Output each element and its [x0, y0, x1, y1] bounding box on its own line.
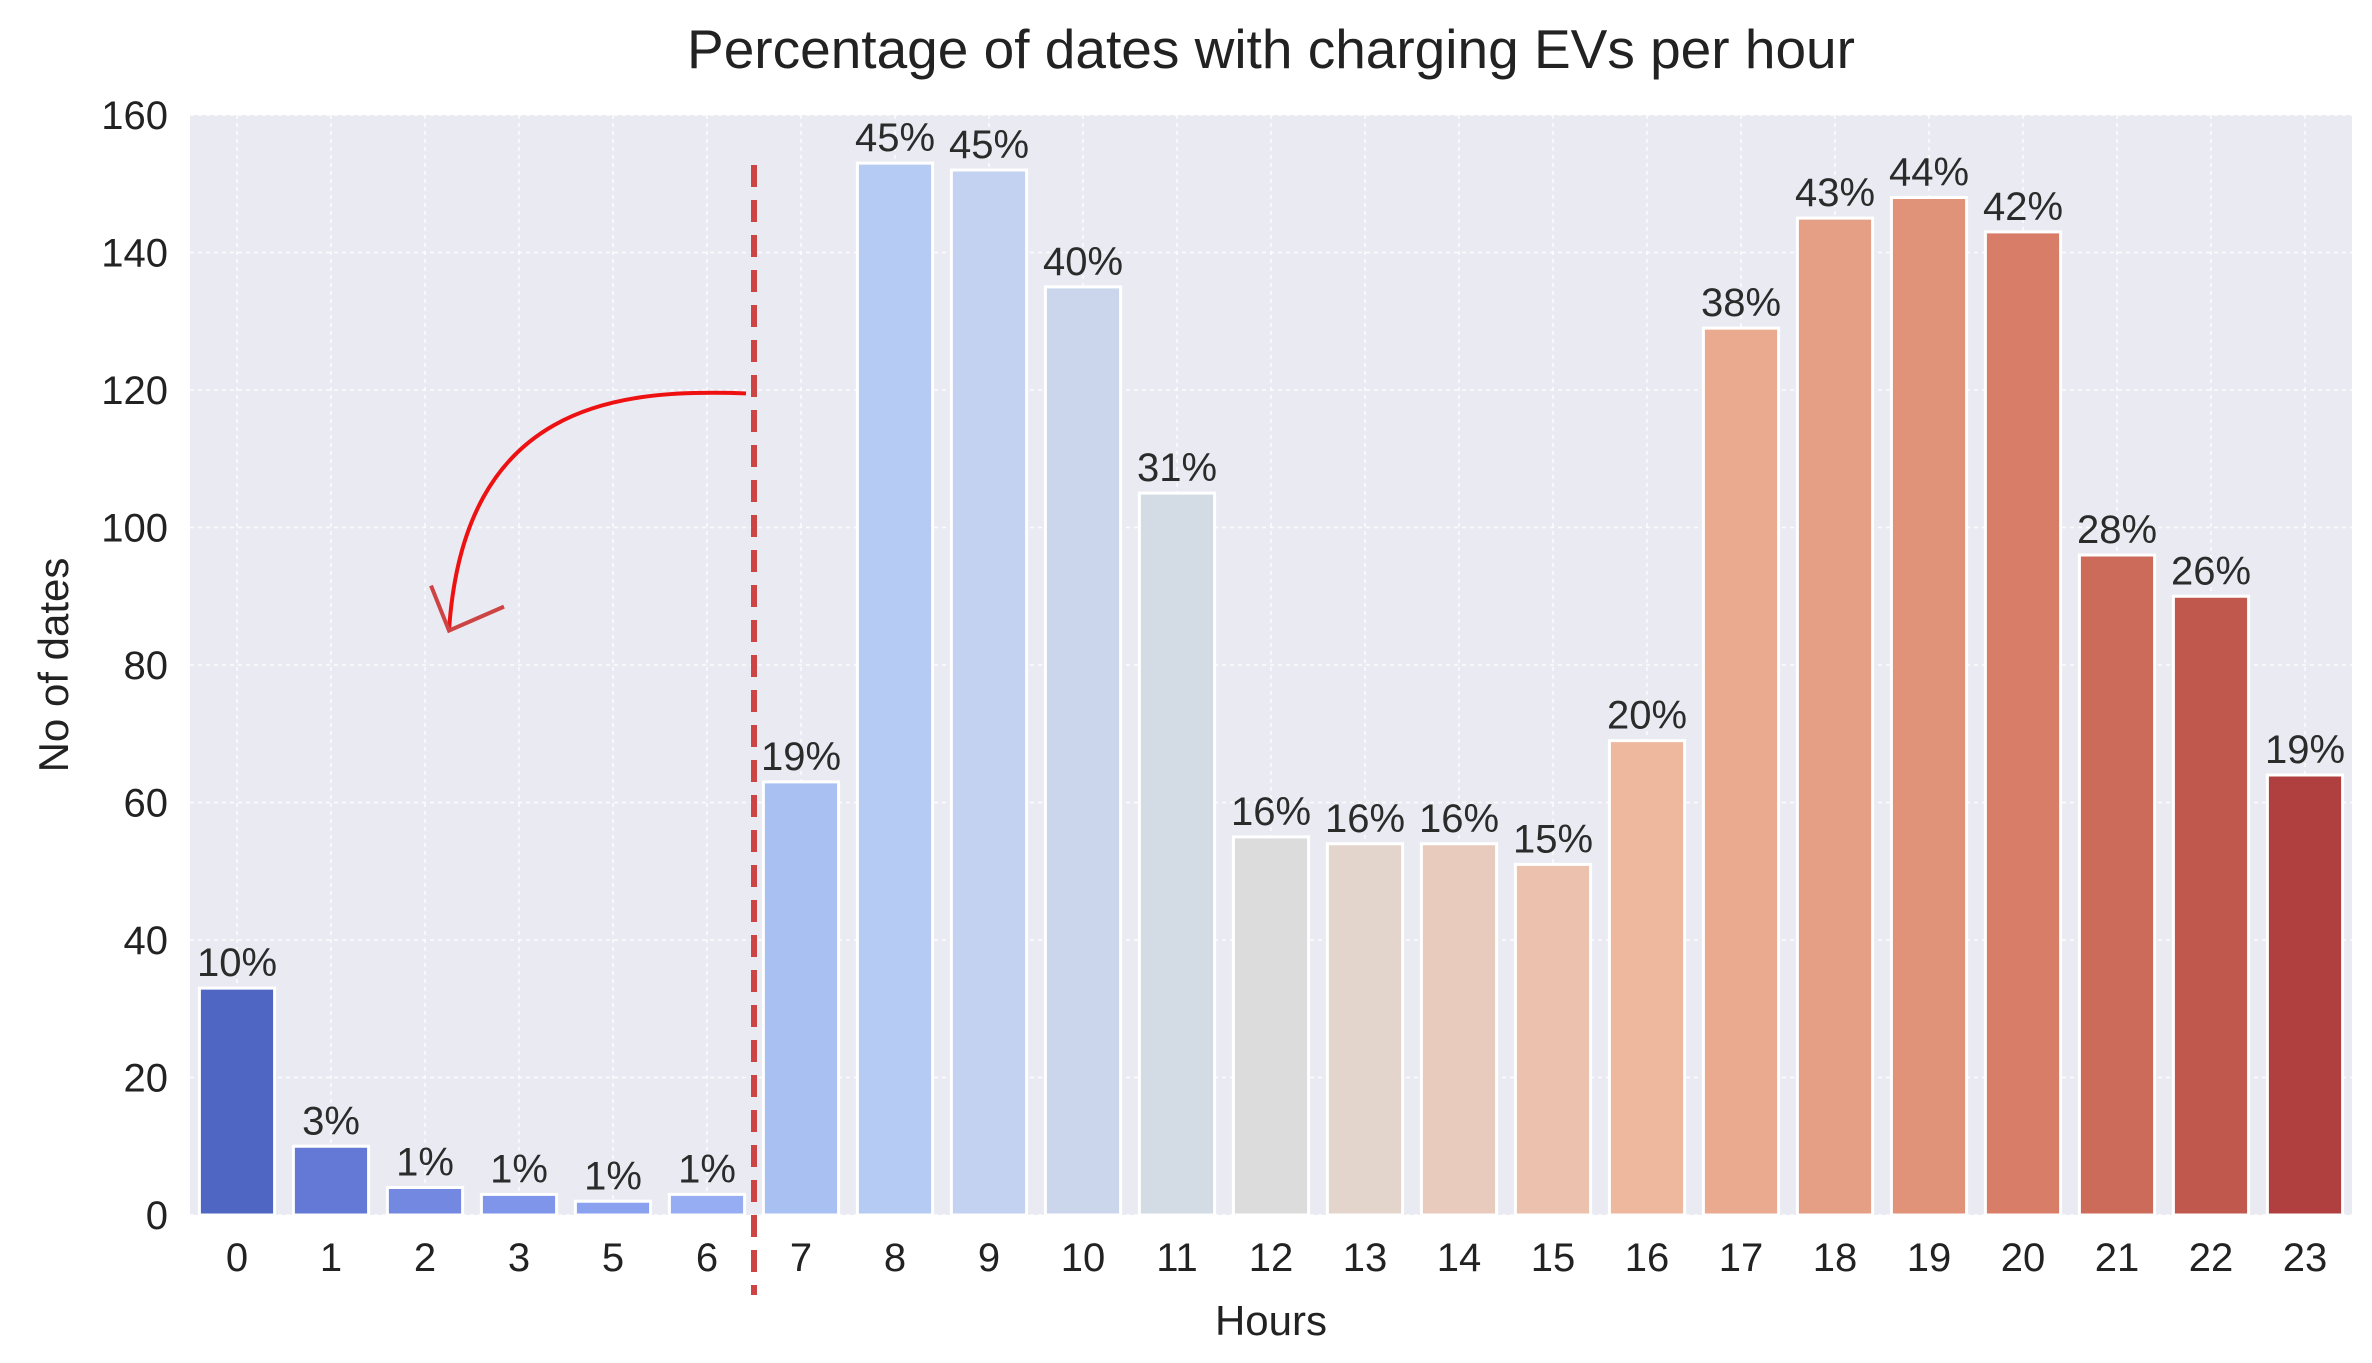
annotations: [429, 165, 757, 1295]
x-axis-label: Hours: [1215, 1297, 1327, 1344]
x-tick-label: 1: [320, 1236, 342, 1280]
y-tick-label: 80: [124, 644, 169, 688]
bar-10: [1043, 285, 1123, 1217]
data-labels: 10% 3% 1% 1% 1% 1% 19% 45% 45% 40% 31% 16% 16% 16% 15%…: [197, 116, 2345, 1198]
bar-13: [1325, 842, 1405, 1217]
data-label-14: 16%: [1419, 797, 1499, 841]
x-tick-label: 12: [1249, 1236, 1294, 1280]
bar-16: [1607, 739, 1687, 1217]
data-label-12: 16%: [1231, 790, 1311, 834]
chart-title: Percentage of dates with charging EVs pe…: [687, 18, 1855, 80]
bar-5: [573, 1199, 653, 1217]
data-label-1: 3%: [302, 1099, 360, 1143]
data-label-9: 45%: [949, 123, 1029, 167]
bar-21: [2077, 553, 2157, 1217]
x-tick-label: 6: [696, 1236, 718, 1280]
data-label-6: 1%: [678, 1147, 736, 1191]
bar-17: [1701, 326, 1781, 1217]
bar-12: [1231, 835, 1311, 1217]
data-label-15: 15%: [1513, 817, 1593, 861]
data-label-10: 40%: [1043, 240, 1123, 284]
data-label-13: 16%: [1325, 797, 1405, 841]
x-tick-label: 9: [978, 1236, 1000, 1280]
x-tick-label: 8: [884, 1236, 906, 1280]
data-label-18: 43%: [1795, 171, 1875, 215]
x-tick-label: 19: [1907, 1236, 1952, 1280]
data-label-23: 19%: [2265, 728, 2345, 772]
bar-0: [197, 986, 277, 1217]
data-label-19: 44%: [1889, 151, 1969, 195]
x-tick-label: 3: [508, 1236, 530, 1280]
bar-22: [2171, 594, 2251, 1217]
y-tick-label: 140: [101, 232, 168, 276]
bar-18: [1795, 216, 1875, 1217]
x-tick-label: 10: [1061, 1236, 1106, 1280]
y-tick-label: 20: [124, 1057, 169, 1101]
x-tick-label: 2: [414, 1236, 436, 1280]
bar-23: [2265, 773, 2345, 1217]
arrow-head-icon: [429, 584, 505, 634]
x-axis-ticks: 0 1 2 3 5 6 7 8 9 10 11 12 13 14 15 16 17 18 19 20 21 22 23: [226, 1236, 2327, 1280]
y-tick-label: 40: [124, 919, 169, 963]
data-label-16: 20%: [1607, 694, 1687, 738]
bar-6: [667, 1192, 747, 1217]
bar-19: [1889, 196, 1969, 1217]
bar-9: [949, 168, 1029, 1217]
x-tick-label: 0: [226, 1236, 248, 1280]
data-label-0: 10%: [197, 941, 277, 985]
x-tick-label: 21: [2095, 1236, 2140, 1280]
x-tick-label: 15: [1531, 1236, 1576, 1280]
bar-8: [855, 161, 935, 1217]
data-label-17: 38%: [1701, 281, 1781, 325]
y-tick-label: 60: [124, 782, 169, 826]
data-label-8: 45%: [855, 116, 935, 160]
bar-3: [479, 1192, 559, 1217]
x-tick-label: 11: [1156, 1236, 1198, 1280]
x-tick-label: 7: [790, 1236, 812, 1280]
x-tick-label: 14: [1437, 1236, 1482, 1280]
data-label-2: 1%: [396, 1141, 454, 1185]
bar-14: [1419, 842, 1499, 1217]
data-label-5: 1%: [584, 1154, 642, 1198]
y-tick-label: 100: [101, 507, 168, 551]
data-label-22: 26%: [2171, 549, 2251, 593]
x-tick-label: 18: [1813, 1236, 1858, 1280]
bar-2: [385, 1186, 465, 1217]
x-tick-label: 17: [1719, 1236, 1764, 1280]
data-label-11: 31%: [1137, 446, 1217, 490]
x-tick-label: 16: [1625, 1236, 1670, 1280]
data-label-3: 1%: [490, 1147, 548, 1191]
x-tick-label: 23: [2283, 1236, 2328, 1280]
bar-20: [1983, 230, 2063, 1217]
bar-15: [1513, 862, 1593, 1217]
data-label-7: 19%: [761, 735, 841, 779]
x-tick-label: 20: [2001, 1236, 2046, 1280]
bar-7: [761, 780, 841, 1217]
bar-11: [1137, 491, 1217, 1217]
data-label-21: 28%: [2077, 508, 2157, 552]
y-axis-ticks: 0 20 40 60 80 100 120 140 160: [101, 94, 168, 1238]
bar-1: [291, 1144, 371, 1217]
y-axis-label: No of dates: [30, 558, 77, 773]
bars: [197, 161, 2345, 1217]
x-tick-label: 22: [2189, 1236, 2234, 1280]
y-tick-label: 160: [101, 94, 168, 138]
y-tick-label: 0: [146, 1194, 168, 1238]
curved-arrow: [447, 390, 747, 631]
data-label-20: 42%: [1983, 185, 2063, 229]
x-tick-label: 13: [1343, 1236, 1388, 1280]
y-tick-label: 120: [101, 369, 168, 413]
x-tick-label: 5: [602, 1236, 624, 1280]
